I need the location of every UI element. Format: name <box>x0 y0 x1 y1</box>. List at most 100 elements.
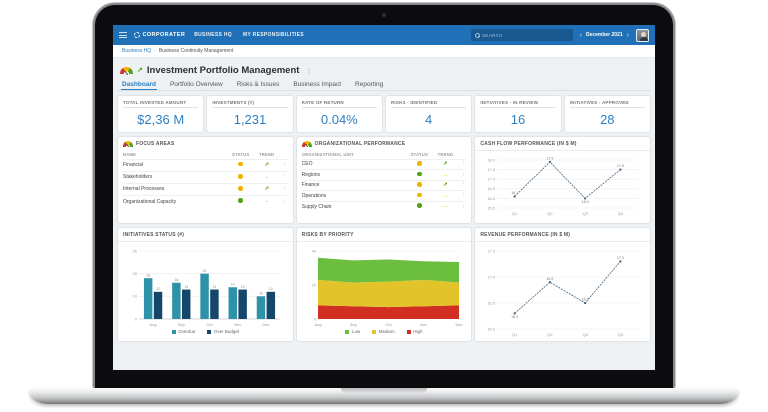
status-dot <box>417 192 422 198</box>
legend-label: Over Budget <box>213 329 240 334</box>
breadcrumb-item[interactable]: Business HQ <box>122 48 152 54</box>
laptop-base <box>30 388 738 404</box>
tab-reporting[interactable]: Reporting <box>355 80 384 88</box>
row-kebab-menu-icon[interactable]: ⋮ <box>460 182 467 189</box>
trend-flat-icon: → <box>442 192 449 199</box>
focus-areas-table: NAME STATUS TREND Financial ↗ ⋮ Stakeholders → ⋮… <box>118 149 293 207</box>
user-avatar[interactable] <box>636 28 649 42</box>
trend-cell: ↗ <box>432 161 458 168</box>
tab-dashboard[interactable]: Dashboard <box>121 81 157 90</box>
status-cell <box>228 161 254 169</box>
row-kebab-menu-icon[interactable]: ⋮ <box>282 174 288 181</box>
legend-swatch <box>207 329 212 334</box>
row-name: CEO <box>301 161 313 168</box>
kpi-value: 0.04% <box>320 111 358 127</box>
status-dot <box>417 203 422 208</box>
table-row[interactable]: Finance ↗ ⋮ <box>301 179 467 191</box>
trend-up-icon: ↗ <box>137 67 143 74</box>
svg-text:16.0: 16.0 <box>487 326 496 331</box>
tab-risks-issues[interactable]: Risks & Issues <box>236 80 280 88</box>
kpi-label: TOTAL INVESTED AMOUNT <box>123 100 199 108</box>
laptop-notch <box>341 388 427 394</box>
row-kebab-menu-icon[interactable]: ⋮ <box>460 171 467 178</box>
trend-cell: → <box>432 193 458 200</box>
corporater-logo[interactable]: CORPORATER <box>134 32 185 38</box>
svg-text:16.0: 16.0 <box>487 196 496 201</box>
trend-cell: ↗ <box>254 162 280 169</box>
kpi-card[interactable]: INVESTMENTS (#) 1,231 <box>207 96 293 132</box>
date-label[interactable]: December 2021 <box>585 32 623 38</box>
nav-item-business-hq[interactable]: BUSINESS HQ <box>194 32 232 38</box>
screen: CORPORATER BUSINESS HQ MY RESPONSIBILITIE… <box>113 25 655 370</box>
status-dot <box>238 161 243 167</box>
kpi-card[interactable]: INITIATIVES - IN REVIEW 16 <box>475 96 561 132</box>
table-row[interactable]: Operations → ⋮ <box>301 190 467 201</box>
svg-text:16.3: 16.3 <box>511 315 518 319</box>
initiatives-status-header: INITIATIVES STATUS (#) <box>118 228 293 242</box>
row-name: Finance <box>301 182 320 189</box>
svg-text:20: 20 <box>312 282 317 287</box>
search-input[interactable] <box>482 32 563 38</box>
status-cell <box>406 161 432 168</box>
search-box[interactable] <box>470 29 573 41</box>
svg-text:Q2: Q2 <box>547 332 553 337</box>
row-kebab-menu-icon[interactable]: ⋮ <box>282 198 288 205</box>
chevron-right-icon[interactable]: › <box>626 31 629 39</box>
kpi-label: INITIATIVES - APPROVED <box>569 100 645 108</box>
trend-up-icon: ↗ <box>264 161 269 168</box>
svg-text:0: 0 <box>135 316 138 321</box>
svg-text:12: 12 <box>269 287 273 291</box>
row-kebab-menu-icon[interactable]: ⋮ <box>460 161 467 168</box>
trend-cell: → <box>254 174 280 181</box>
table-row[interactable]: Regions → ⋮ <box>301 169 467 180</box>
status-cell <box>228 198 254 205</box>
row-name: Organizational Capacity <box>123 198 177 205</box>
initiatives-legend: Overdue Over Budget <box>118 329 293 334</box>
status-dot <box>238 198 243 203</box>
kpi-label: RISKS - IDENTIFIED <box>390 100 467 108</box>
nav-item-my-responsibilities[interactable]: MY RESPONSIBILITIES <box>242 32 304 38</box>
panel-row-3: INITIATIVES STATUS (#) 0 10 20 30 Aug Sep Oct N… <box>118 228 651 341</box>
row-kebab-menu-icon[interactable]: ⋮ <box>460 203 467 210</box>
chevron-left-icon[interactable]: ‹ <box>579 31 582 39</box>
row-kebab-menu-icon[interactable]: ⋮ <box>282 162 288 169</box>
table-row[interactable]: Supply Chain → ⋮ <box>301 200 467 212</box>
row-kebab-menu-icon[interactable]: ⋮ <box>460 193 467 200</box>
table-row[interactable]: Internal Processes ↗ ⋮ <box>123 182 288 195</box>
kpi-card[interactable]: INITIATIVES - APPROVED 28 <box>564 96 650 132</box>
svg-text:16.5: 16.5 <box>487 186 496 191</box>
svg-text:Q3: Q3 <box>582 332 588 337</box>
kpi-card[interactable]: RATE OF RETURN 0.04% <box>296 96 382 132</box>
legend-label: High <box>413 329 423 334</box>
trend-flat-icon: → <box>442 171 449 178</box>
svg-text:16.5: 16.5 <box>487 300 496 305</box>
trend-up-icon: ↗ <box>443 161 448 168</box>
svg-text:18: 18 <box>147 274 151 278</box>
tab-business-impact[interactable]: Business Impact <box>293 80 342 88</box>
table-row[interactable]: Stakeholders → ⋮ <box>123 170 288 183</box>
legend-item-low: Low <box>345 329 360 334</box>
trend-cell: → <box>432 172 458 179</box>
status-cell <box>406 182 432 189</box>
trend-flat-icon: → <box>442 203 449 210</box>
svg-text:Q1: Q1 <box>512 332 518 337</box>
kpi-card[interactable]: TOTAL INVESTED AMOUNT $2,36 M <box>118 96 204 132</box>
table-row[interactable]: Financial ↗ ⋮ <box>123 158 288 171</box>
svg-text:Sep: Sep <box>350 322 358 327</box>
row-kebab-menu-icon[interactable]: ⋮ <box>282 186 288 193</box>
svg-text:Oct: Oct <box>207 322 214 327</box>
table-row[interactable]: CEO ↗ ⋮ <box>301 158 467 170</box>
kpi-card[interactable]: RISKS - IDENTIFIED 4 <box>385 96 472 132</box>
kpi-row: TOTAL INVESTED AMOUNT $2,36 M INVESTMENTS … <box>118 96 650 132</box>
svg-text:Nov: Nov <box>420 322 427 327</box>
row-name: Regions <box>301 171 321 178</box>
title-kebab-menu-icon[interactable]: ⋮ <box>305 67 313 75</box>
tabs: Dashboard Portfolio Overview Risks & Issue… <box>118 78 650 91</box>
tab-portfolio-overview[interactable]: Portfolio Overview <box>169 80 223 88</box>
revenue-performance-header: REVENUE PERFORMANCE (IN $ M) <box>475 228 651 242</box>
page-title-row: ↗ Investment Portfolio Management ⋮ <box>118 62 650 77</box>
hamburger-menu-icon[interactable] <box>119 32 127 38</box>
trend-flat-icon: → <box>263 198 270 205</box>
table-row[interactable]: Organizational Capacity → ⋮ <box>123 195 288 207</box>
org-performance-title: ORGANIZATIONAL PERFORMANCE <box>314 141 406 147</box>
